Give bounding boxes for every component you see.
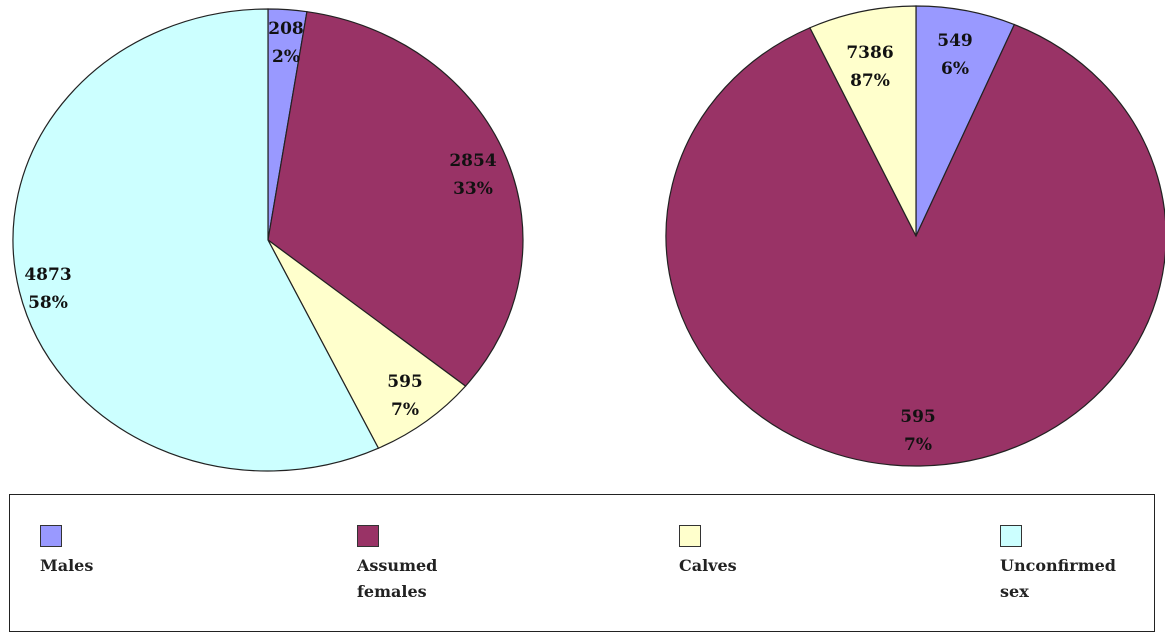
- pie1-percent-label-assumed-females: 33%: [453, 179, 493, 199]
- pie1-value-label-unconfirmed-sex: 4873: [24, 265, 71, 285]
- legend-label-males: Males: [40, 556, 94, 575]
- pie1-value-label-males: 208: [268, 19, 304, 39]
- legend-item-males: Males: [40, 525, 93, 579]
- pie-chart-right: 549 6% 7386 87% 595 7%: [665, 5, 1165, 467]
- legend-swatch-males: [40, 525, 62, 547]
- pie1-slice-calves: [267, 239, 467, 449]
- pie2-slice-assumed-females: [665, 23, 1165, 467]
- legend-item-unconfirmed-sex: Unconfirmed sex: [1000, 525, 1116, 605]
- pie2-slice-calves: [809, 5, 917, 237]
- legend-item-calves: Calves: [679, 525, 737, 579]
- legend-label-unconfirmed-sex: Unconfirmed sex: [1000, 556, 1116, 601]
- pie1-percent-label-males: 2%: [272, 47, 300, 67]
- pie2-value-label-assumed-females: 7386: [846, 43, 893, 63]
- legend-label-assumed-females: Assumed females: [357, 556, 438, 601]
- legend-swatch-assumed-females: [357, 525, 379, 547]
- pie1-percent-label-unconfirmed-sex: 58%: [28, 293, 68, 313]
- pie1-slice-assumed-females: [267, 11, 524, 387]
- legend-label-calves: Calves: [679, 556, 737, 575]
- pie2-value-label-calves: 595: [900, 407, 936, 427]
- pie1-percent-label-calves: 7%: [391, 400, 419, 420]
- legend: Males Assumed females Calves Unconfirmed…: [9, 494, 1155, 632]
- pie-charts-area: 208 2% 2854 33% 595 7% 4873 58% 549 6% 7386 87% 595…: [12, 5, 1165, 472]
- pie2-percent-label-males: 6%: [941, 59, 969, 79]
- pie2-percent-label-assumed-females: 87%: [850, 71, 890, 91]
- pie2-value-label-males: 549: [937, 31, 973, 51]
- pie2-percent-label-calves: 7%: [904, 435, 932, 455]
- pie-chart-left: 208 2% 2854 33% 595 7% 4873 58%: [12, 8, 524, 472]
- pie1-slice-unconfirmed-sex: [12, 8, 380, 472]
- pie1-value-label-assumed-females: 2854: [449, 151, 496, 171]
- legend-swatch-unconfirmed-sex: [1000, 525, 1022, 547]
- legend-swatch-calves: [679, 525, 701, 547]
- legend-item-assumed-females: Assumed females: [357, 525, 437, 605]
- pie1-value-label-calves: 595: [387, 372, 423, 392]
